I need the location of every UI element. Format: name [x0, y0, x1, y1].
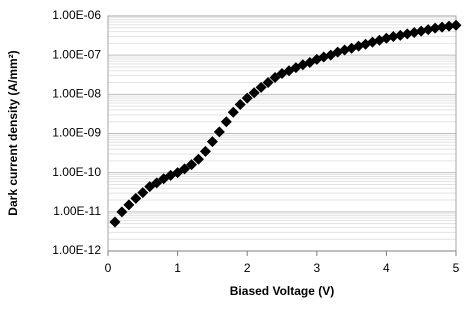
y-tick-label: 1.00E-09	[52, 126, 101, 140]
data-point	[199, 145, 211, 157]
data-point	[290, 62, 302, 74]
x-tick-label: 0	[105, 261, 112, 275]
data-point	[436, 21, 448, 33]
data-point	[429, 22, 441, 34]
x-tick-label: 3	[313, 261, 320, 275]
y-tick-label: 1.00E-07	[52, 47, 101, 61]
data-point	[387, 30, 399, 42]
y-axis-title: Dark current density (A/mm²)	[6, 50, 20, 215]
x-tick-label: 1	[174, 261, 181, 275]
data-point	[123, 199, 135, 211]
y-tick-label: 1.00E-06	[52, 8, 101, 22]
data-point	[241, 92, 253, 104]
y-tick-label: 1.00E-08	[52, 87, 101, 101]
data-point	[116, 206, 128, 218]
data-point	[206, 136, 218, 148]
data-point	[234, 99, 246, 111]
y-tick-label: 1.00E-12	[52, 243, 101, 257]
data-point	[255, 81, 267, 93]
data-point	[450, 19, 462, 31]
data-point	[422, 24, 434, 36]
data-point	[213, 126, 225, 138]
data-point	[262, 77, 274, 89]
y-tick-label: 1.00E-10	[52, 165, 101, 179]
y-tick-label: 1.00E-11	[53, 204, 101, 218]
x-tick-label: 4	[383, 261, 390, 275]
x-tick-label: 5	[453, 261, 460, 275]
data-point	[401, 28, 413, 40]
x-axis-title: Biased Voltage (V)	[230, 284, 334, 298]
data-point	[248, 87, 260, 99]
data-point	[130, 192, 142, 204]
data-point	[220, 116, 232, 128]
data-point	[137, 187, 149, 199]
data-point	[192, 153, 204, 165]
data-point	[408, 26, 420, 38]
data-point	[179, 163, 191, 175]
data-point	[227, 106, 239, 118]
data-point	[109, 216, 121, 228]
data-point	[151, 177, 163, 189]
x-tick-label: 2	[244, 261, 251, 275]
data-point	[186, 159, 198, 171]
data-point	[443, 20, 455, 32]
